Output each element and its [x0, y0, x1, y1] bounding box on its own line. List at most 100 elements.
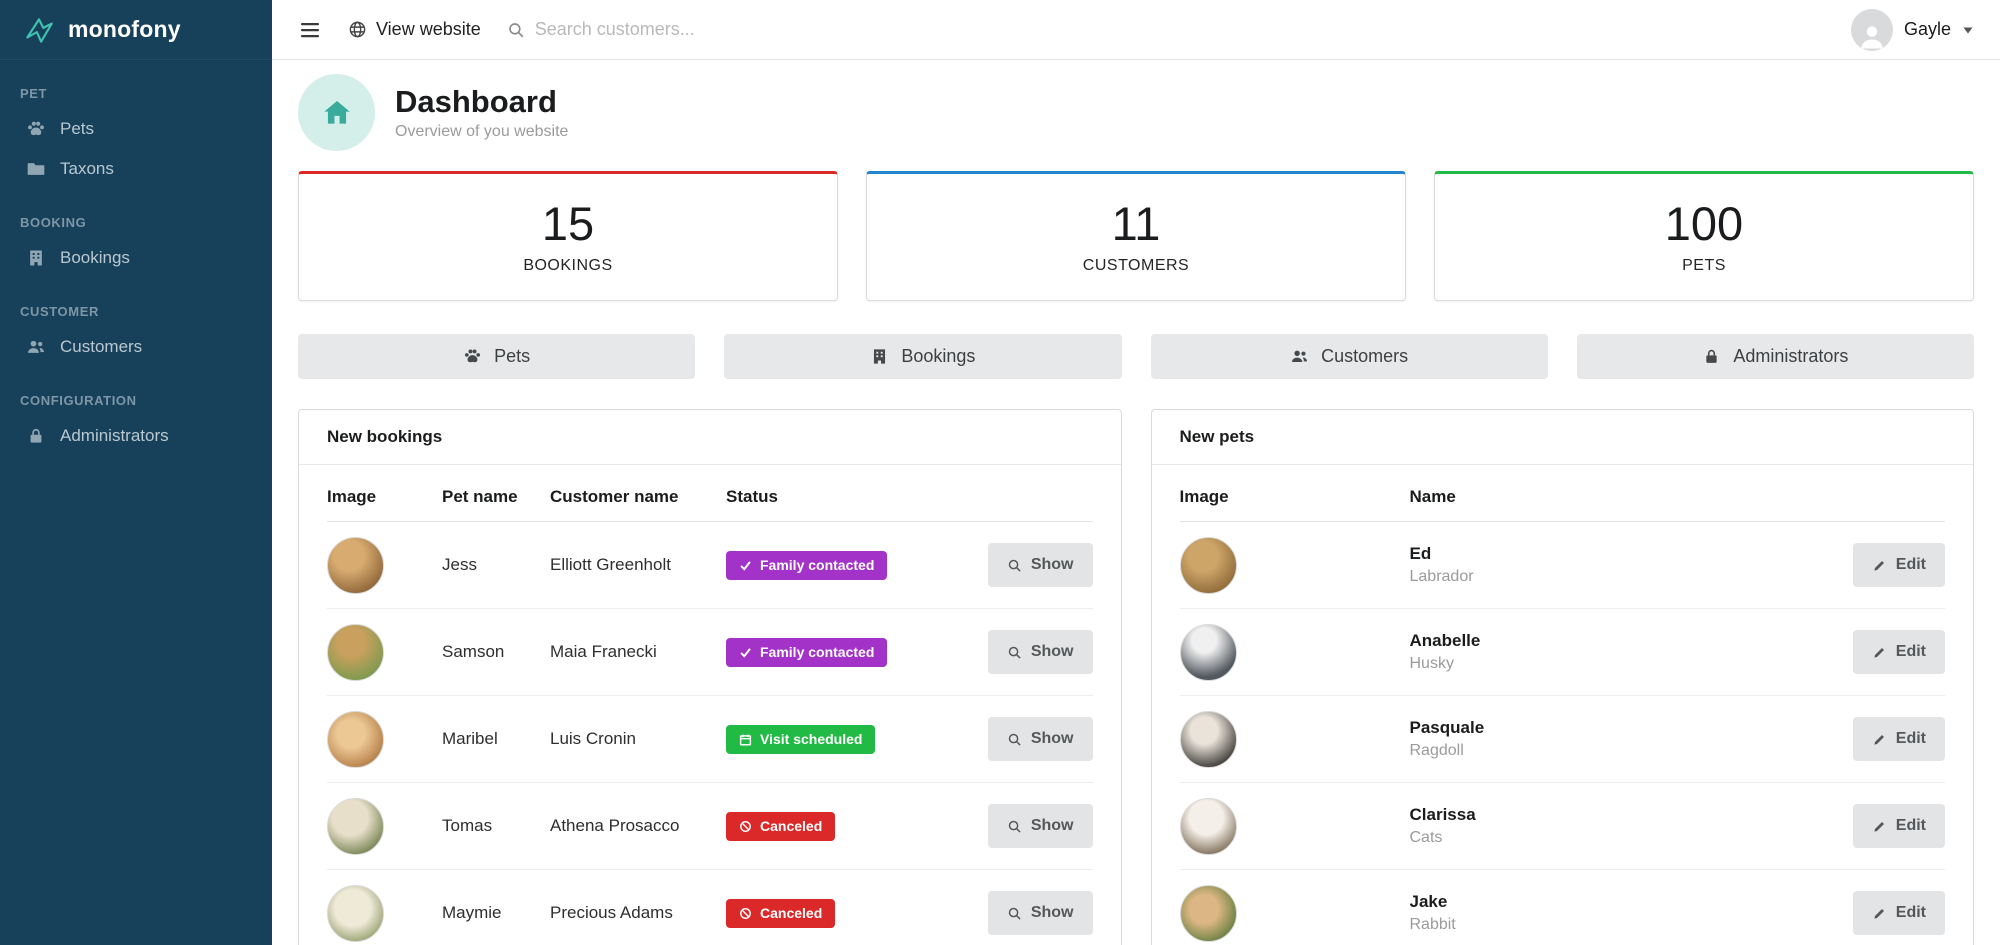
- pet-name: Clarissa: [1409, 805, 1476, 824]
- customers-button-label: Customers: [1321, 346, 1409, 366]
- show-button-label: Show: [1030, 817, 1074, 834]
- status-badge: Visit scheduled: [726, 724, 876, 754]
- sidebar-item-taxons[interactable]: Taxons: [0, 149, 272, 189]
- content: Dashboard Overview of you website 15 BOO…: [272, 60, 2000, 945]
- bookings-table: Image Pet name Customer name Status Jess…: [299, 465, 1121, 945]
- home-icon: [323, 100, 350, 124]
- bookings-table-header: Image Pet name Customer name Status: [327, 465, 1093, 522]
- pet-image: [327, 710, 384, 768]
- administrators-button-label: Administrators: [1733, 346, 1849, 366]
- sidebar-item-label: Pets: [60, 119, 95, 138]
- stat-card-customers[interactable]: 11 CUSTOMERS: [866, 171, 1406, 301]
- view-website-label: View website: [376, 19, 481, 39]
- folder-icon: [27, 163, 45, 175]
- edit-button-label: Edit: [1895, 817, 1926, 834]
- edit-button[interactable]: Edit: [1852, 891, 1945, 935]
- sidebar-item-administrators[interactable]: Administrators: [0, 416, 272, 456]
- ban-icon: [740, 820, 751, 832]
- search-icon: [1008, 646, 1021, 659]
- customer-name-cell: Maia Franecki: [550, 642, 657, 661]
- pet-name: Anabelle: [1409, 631, 1481, 650]
- status-badge: Canceled: [726, 898, 836, 928]
- view-website-link[interactable]: View website: [348, 19, 481, 40]
- pet-name-cell: Jess: [442, 555, 477, 574]
- pencil-icon: [1874, 734, 1884, 745]
- globe-icon: [349, 21, 366, 38]
- show-button-label: Show: [1030, 904, 1074, 921]
- show-button[interactable]: Show: [987, 717, 1093, 761]
- search-box: [507, 19, 815, 40]
- sidebar-item-bookings[interactable]: Bookings: [0, 238, 272, 278]
- column-header-image: Image: [1179, 487, 1229, 506]
- table-row: Clarissa Cats Edit: [1179, 783, 1945, 870]
- panel-title: New pets: [1151, 410, 1973, 465]
- pencil-icon: [1874, 821, 1884, 832]
- bookings-button-label: Bookings: [901, 346, 976, 366]
- brand[interactable]: monofony: [0, 0, 272, 60]
- sidebar-item-label: Taxons: [60, 159, 114, 178]
- person-icon: [1861, 25, 1883, 48]
- chevron-down-icon: [1963, 27, 1973, 33]
- customer-name-cell: Precious Adams: [550, 903, 673, 922]
- table-row: Jess Elliott Greenholt Family contacted …: [327, 522, 1093, 609]
- new-bookings-panel: New bookings Image Pet name Customer nam…: [298, 409, 1122, 945]
- column-header-status: Status: [726, 487, 778, 506]
- search-icon: [1008, 733, 1021, 746]
- edit-button[interactable]: Edit: [1852, 717, 1945, 761]
- stat-card-bookings[interactable]: 15 BOOKINGS: [298, 171, 838, 301]
- edit-button[interactable]: Edit: [1852, 543, 1945, 587]
- pet-image: [327, 536, 384, 594]
- pets-button[interactable]: Pets: [298, 334, 696, 379]
- panels-row: New bookings Image Pet name Customer nam…: [298, 409, 1974, 945]
- stat-label: CUSTOMERS: [1082, 256, 1190, 274]
- user-name: Gayle: [1903, 19, 1951, 39]
- table-row: Tomas Athena Prosacco Canceled Show: [327, 783, 1093, 870]
- stat-value: 100: [1664, 196, 1744, 250]
- pet-breed: Cats: [1409, 829, 1443, 846]
- sidebar-item-pets[interactable]: Pets: [0, 109, 272, 149]
- edit-button-label: Edit: [1895, 556, 1926, 573]
- hamburger-menu-icon[interactable]: [298, 18, 322, 42]
- edit-button-label: Edit: [1895, 643, 1926, 660]
- calendar-icon: [739, 734, 752, 746]
- show-button[interactable]: Show: [987, 804, 1093, 848]
- pets-button-label: Pets: [494, 346, 531, 366]
- edit-button[interactable]: Edit: [1852, 804, 1945, 848]
- page-header: Dashboard Overview of you website: [298, 60, 1974, 171]
- status-badge-label: Family contacted: [760, 644, 875, 660]
- paw-icon: [465, 349, 481, 363]
- show-button[interactable]: Show: [987, 543, 1093, 587]
- stat-card-pets[interactable]: 100 PETS: [1434, 171, 1974, 301]
- home-bubble: [298, 74, 375, 151]
- sidebar-section-configuration: Configuration Administrators: [0, 393, 272, 456]
- avatar: [1850, 8, 1893, 51]
- sidebar-item-customers[interactable]: Customers: [0, 327, 272, 367]
- pet-breed: Rabbit: [1409, 916, 1456, 933]
- edit-button[interactable]: Edit: [1852, 630, 1945, 674]
- show-button[interactable]: Show: [987, 891, 1093, 935]
- search-input[interactable]: [534, 19, 815, 40]
- table-row: Anabelle Husky Edit: [1179, 609, 1945, 696]
- building-icon: [874, 349, 886, 364]
- show-button[interactable]: Show: [987, 630, 1093, 674]
- lock-icon: [30, 428, 42, 443]
- bookings-button[interactable]: Bookings: [724, 334, 1122, 379]
- quick-buttons-row: Pets Bookings Customers: [298, 334, 1974, 379]
- column-header-image: Image: [327, 487, 377, 506]
- administrators-button[interactable]: Administrators: [1576, 334, 1974, 379]
- sidebar-section-label: Booking: [20, 215, 87, 230]
- sidebar-item-label: Administrators: [60, 426, 169, 445]
- search-icon: [1008, 559, 1021, 572]
- pet-name-cell: Maymie: [442, 903, 502, 922]
- show-button-label: Show: [1030, 730, 1074, 747]
- status-badge: Family contacted: [726, 550, 888, 580]
- stat-value: 11: [1111, 196, 1161, 250]
- building-icon: [30, 250, 42, 266]
- search-icon: [1008, 907, 1021, 920]
- customers-button[interactable]: Customers: [1150, 334, 1548, 379]
- search-icon: [1008, 820, 1021, 833]
- user-menu[interactable]: Gayle: [1850, 8, 1974, 51]
- customer-name-cell: Athena Prosacco: [550, 816, 680, 835]
- pet-image: [327, 884, 384, 942]
- pet-image: [1179, 797, 1237, 855]
